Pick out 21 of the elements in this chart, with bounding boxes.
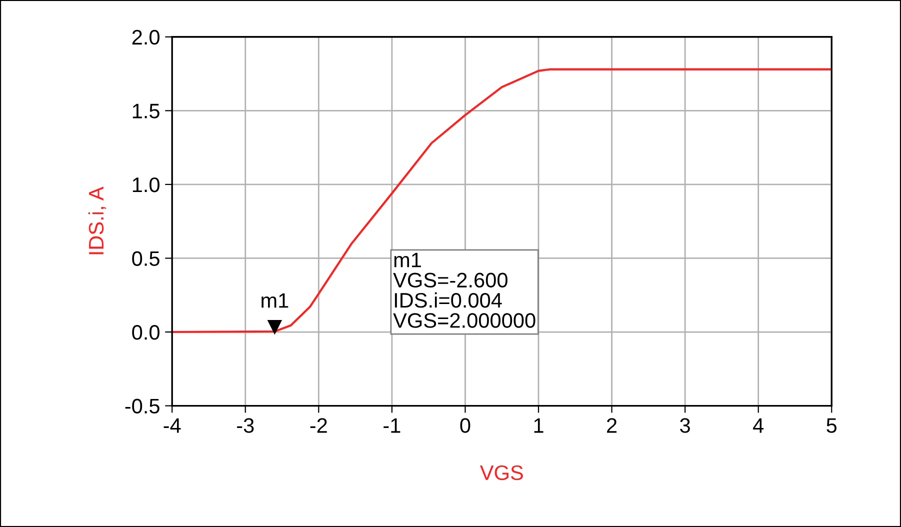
x-axis-title: VGS: [480, 465, 523, 480]
x-tick-label: -1: [384, 418, 400, 433]
x-tick-label: -3: [237, 418, 254, 433]
x-tick-label: 4: [753, 418, 764, 433]
y-tick-label: 2.0: [132, 30, 160, 45]
x-tick-label: 2: [607, 418, 617, 433]
y-tick-label: 0.5: [132, 251, 160, 266]
x-tick-label: 5: [826, 418, 837, 433]
annotation: m1 VGS=-2.600 IDS.i=0.004 VGS=2.000000: [393, 252, 536, 328]
y-tick-label: -0.5: [125, 398, 160, 414]
y-tick-label: 0.0: [132, 325, 160, 340]
line-series: [172, 68, 832, 334]
x-tick-label: 0: [460, 418, 470, 433]
annotation: m1: [262, 293, 288, 308]
y-axis-title: IDS.i, A: [88, 186, 106, 254]
y-tick-label: 1.0: [132, 177, 160, 192]
x-tick-label: -4: [164, 418, 181, 433]
x-tick-label: 3: [680, 418, 690, 433]
y-tick-label: 1.5: [132, 104, 160, 118]
x-tick-label: 1: [534, 418, 544, 433]
x-tick-label: -2: [310, 418, 327, 433]
